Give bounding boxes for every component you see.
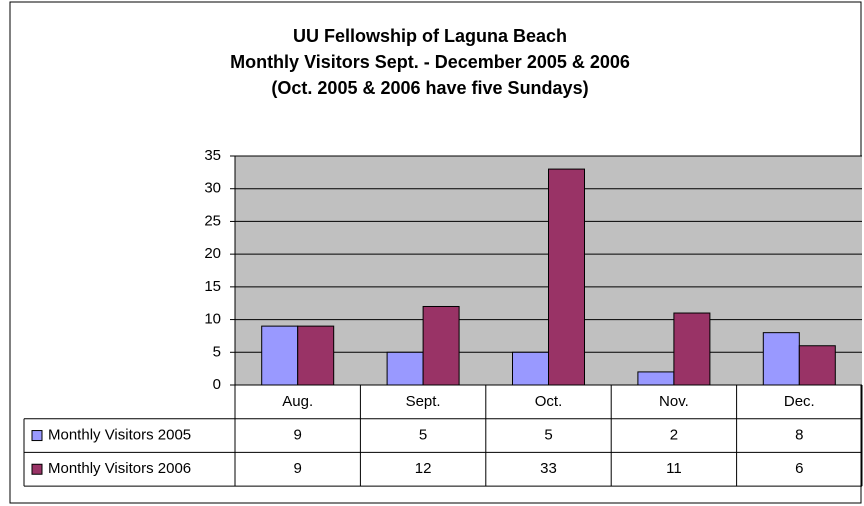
x-tick-label: Sept. <box>406 393 441 410</box>
legend-label: Monthly Visitors 2006 <box>48 460 191 477</box>
legend-label: Monthly Visitors 2005 <box>48 427 191 444</box>
bar <box>422 305 460 386</box>
y-tick-label: 30 <box>204 180 221 197</box>
y-tick-label: 10 <box>204 311 221 328</box>
y-tick-label: 5 <box>213 343 221 360</box>
bar <box>386 351 424 386</box>
x-tick-label: Nov. <box>659 393 689 410</box>
chart-title: Monthly Visitors Sept. - December 2005 &… <box>230 52 630 72</box>
x-tick-label: Dec. <box>784 393 815 410</box>
bar <box>798 345 836 386</box>
table-value: 33 <box>540 460 557 477</box>
legend-key <box>31 463 43 475</box>
legend-key <box>31 430 43 442</box>
bar <box>548 168 585 386</box>
chart-title: (Oct. 2005 & 2006 have five Sundays) <box>271 78 588 98</box>
bar <box>637 371 675 386</box>
table-value: 11 <box>666 460 682 477</box>
table-value: 6 <box>795 460 803 477</box>
table-value: 2 <box>670 427 678 444</box>
bar <box>512 351 549 386</box>
table-value: 9 <box>294 427 302 444</box>
x-tick-label: Oct. <box>535 393 563 410</box>
x-tick-label: Aug. <box>282 393 313 410</box>
y-tick-label: 20 <box>204 245 221 262</box>
y-tick-label: 35 <box>204 147 221 164</box>
y-tick-label: 25 <box>204 212 221 229</box>
y-tick-label: 15 <box>204 278 221 295</box>
bar <box>261 325 299 386</box>
y-tick-label: 0 <box>213 376 221 393</box>
table-value: 5 <box>544 427 552 444</box>
table-value: 9 <box>294 460 302 477</box>
table-value: 12 <box>415 460 432 477</box>
bar <box>297 325 335 386</box>
chart-title: UU Fellowship of Laguna Beach <box>293 26 567 46</box>
bar <box>673 312 711 386</box>
bar <box>762 332 800 386</box>
table-value: 5 <box>419 427 427 444</box>
table-value: 8 <box>795 427 803 444</box>
